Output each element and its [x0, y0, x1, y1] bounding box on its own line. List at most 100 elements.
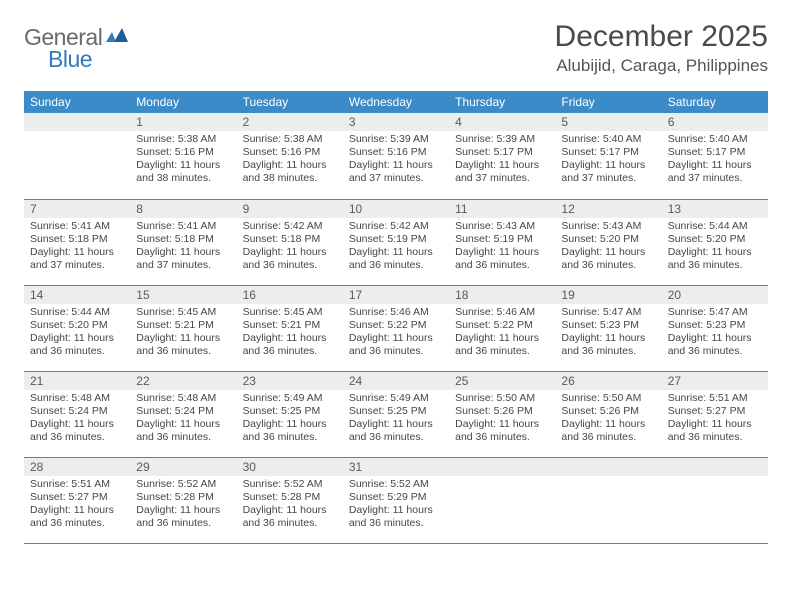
- day-number: 4: [449, 113, 555, 131]
- daylight-line: Daylight: 11 hours and 37 minutes.: [30, 246, 124, 272]
- day-details: Sunrise: 5:51 AMSunset: 5:27 PMDaylight:…: [662, 390, 768, 449]
- calendar-cell: 1Sunrise: 5:38 AMSunset: 5:16 PMDaylight…: [130, 113, 236, 199]
- day-details: Sunrise: 5:48 AMSunset: 5:24 PMDaylight:…: [130, 390, 236, 449]
- day-number: 6: [662, 113, 768, 131]
- daylight-line: Daylight: 11 hours and 36 minutes.: [243, 332, 337, 358]
- day-number: [555, 458, 661, 476]
- daylight-line: Daylight: 11 hours and 38 minutes.: [243, 159, 337, 185]
- daylight-line: Daylight: 11 hours and 36 minutes.: [668, 418, 762, 444]
- sunset-line: Sunset: 5:17 PM: [455, 146, 549, 159]
- sunrise-line: Sunrise: 5:40 AM: [668, 133, 762, 146]
- daylight-line: Daylight: 11 hours and 36 minutes.: [561, 418, 655, 444]
- day-number: 15: [130, 286, 236, 304]
- calendar-cell: 24Sunrise: 5:49 AMSunset: 5:25 PMDayligh…: [343, 371, 449, 457]
- sunset-line: Sunset: 5:23 PM: [668, 319, 762, 332]
- daylight-line: Daylight: 11 hours and 36 minutes.: [349, 246, 443, 272]
- calendar-cell: 26Sunrise: 5:50 AMSunset: 5:26 PMDayligh…: [555, 371, 661, 457]
- day-number: 23: [237, 372, 343, 390]
- day-details: Sunrise: 5:47 AMSunset: 5:23 PMDaylight:…: [555, 304, 661, 363]
- day-details: Sunrise: 5:41 AMSunset: 5:18 PMDaylight:…: [130, 218, 236, 277]
- calendar-cell: 2Sunrise: 5:38 AMSunset: 5:16 PMDaylight…: [237, 113, 343, 199]
- day-details: Sunrise: 5:39 AMSunset: 5:16 PMDaylight:…: [343, 131, 449, 190]
- sunset-line: Sunset: 5:27 PM: [30, 491, 124, 504]
- day-number: [449, 458, 555, 476]
- daylight-line: Daylight: 11 hours and 36 minutes.: [455, 418, 549, 444]
- calendar-cell: 5Sunrise: 5:40 AMSunset: 5:17 PMDaylight…: [555, 113, 661, 199]
- sunrise-line: Sunrise: 5:40 AM: [561, 133, 655, 146]
- daylight-line: Daylight: 11 hours and 36 minutes.: [243, 504, 337, 530]
- sunset-line: Sunset: 5:17 PM: [668, 146, 762, 159]
- calendar-cell: 31Sunrise: 5:52 AMSunset: 5:29 PMDayligh…: [343, 457, 449, 543]
- day-details: Sunrise: 5:42 AMSunset: 5:19 PMDaylight:…: [343, 218, 449, 277]
- day-number: 21: [24, 372, 130, 390]
- sunset-line: Sunset: 5:26 PM: [561, 405, 655, 418]
- sunset-line: Sunset: 5:25 PM: [243, 405, 337, 418]
- daylight-line: Daylight: 11 hours and 36 minutes.: [561, 246, 655, 272]
- day-details: Sunrise: 5:47 AMSunset: 5:23 PMDaylight:…: [662, 304, 768, 363]
- calendar-cell: 8Sunrise: 5:41 AMSunset: 5:18 PMDaylight…: [130, 199, 236, 285]
- logo-text-blue: Blue: [48, 46, 92, 72]
- sunrise-line: Sunrise: 5:39 AM: [349, 133, 443, 146]
- day-details: Sunrise: 5:43 AMSunset: 5:19 PMDaylight:…: [449, 218, 555, 277]
- sunrise-line: Sunrise: 5:48 AM: [30, 392, 124, 405]
- daylight-line: Daylight: 11 hours and 36 minutes.: [349, 504, 443, 530]
- daylight-line: Daylight: 11 hours and 36 minutes.: [561, 332, 655, 358]
- sunrise-line: Sunrise: 5:52 AM: [349, 478, 443, 491]
- calendar-cell: 17Sunrise: 5:46 AMSunset: 5:22 PMDayligh…: [343, 285, 449, 371]
- sunrise-line: Sunrise: 5:47 AM: [668, 306, 762, 319]
- sunrise-line: Sunrise: 5:45 AM: [136, 306, 230, 319]
- daylight-line: Daylight: 11 hours and 36 minutes.: [668, 332, 762, 358]
- calendar-cell-empty: [449, 457, 555, 543]
- day-number: 18: [449, 286, 555, 304]
- daylight-line: Daylight: 11 hours and 36 minutes.: [136, 332, 230, 358]
- calendar-cell: 9Sunrise: 5:42 AMSunset: 5:18 PMDaylight…: [237, 199, 343, 285]
- calendar-cell: 18Sunrise: 5:46 AMSunset: 5:22 PMDayligh…: [449, 285, 555, 371]
- calendar-cell: 10Sunrise: 5:42 AMSunset: 5:19 PMDayligh…: [343, 199, 449, 285]
- day-details: Sunrise: 5:50 AMSunset: 5:26 PMDaylight:…: [449, 390, 555, 449]
- day-number: 11: [449, 200, 555, 218]
- day-number: 8: [130, 200, 236, 218]
- calendar-cell: 12Sunrise: 5:43 AMSunset: 5:20 PMDayligh…: [555, 199, 661, 285]
- sunset-line: Sunset: 5:23 PM: [561, 319, 655, 332]
- sunrise-line: Sunrise: 5:51 AM: [30, 478, 124, 491]
- sunrise-line: Sunrise: 5:44 AM: [30, 306, 124, 319]
- sunrise-line: Sunrise: 5:49 AM: [243, 392, 337, 405]
- sunrise-line: Sunrise: 5:41 AM: [30, 220, 124, 233]
- day-number: 1: [130, 113, 236, 131]
- day-number: 5: [555, 113, 661, 131]
- day-details: Sunrise: 5:44 AMSunset: 5:20 PMDaylight:…: [662, 218, 768, 277]
- calendar-table: SundayMondayTuesdayWednesdayThursdayFrid…: [24, 91, 768, 544]
- day-number: 7: [24, 200, 130, 218]
- sunset-line: Sunset: 5:20 PM: [561, 233, 655, 246]
- sunrise-line: Sunrise: 5:38 AM: [136, 133, 230, 146]
- sunset-line: Sunset: 5:21 PM: [243, 319, 337, 332]
- day-number: [662, 458, 768, 476]
- calendar-cell: 19Sunrise: 5:47 AMSunset: 5:23 PMDayligh…: [555, 285, 661, 371]
- daylight-line: Daylight: 11 hours and 38 minutes.: [136, 159, 230, 185]
- day-details: Sunrise: 5:51 AMSunset: 5:27 PMDaylight:…: [24, 476, 130, 535]
- weekday-header-row: SundayMondayTuesdayWednesdayThursdayFrid…: [24, 91, 768, 113]
- daylight-line: Daylight: 11 hours and 37 minutes.: [455, 159, 549, 185]
- day-number: 22: [130, 372, 236, 390]
- day-details: Sunrise: 5:50 AMSunset: 5:26 PMDaylight:…: [555, 390, 661, 449]
- weekday-header: Sunday: [24, 91, 130, 113]
- sunset-line: Sunset: 5:24 PM: [136, 405, 230, 418]
- weekday-header: Monday: [130, 91, 236, 113]
- sunset-line: Sunset: 5:28 PM: [243, 491, 337, 504]
- day-details: Sunrise: 5:38 AMSunset: 5:16 PMDaylight:…: [237, 131, 343, 190]
- sunset-line: Sunset: 5:22 PM: [455, 319, 549, 332]
- day-number: [24, 113, 130, 131]
- calendar-cell: 20Sunrise: 5:47 AMSunset: 5:23 PMDayligh…: [662, 285, 768, 371]
- day-details: Sunrise: 5:43 AMSunset: 5:20 PMDaylight:…: [555, 218, 661, 277]
- calendar-cell: 3Sunrise: 5:39 AMSunset: 5:16 PMDaylight…: [343, 113, 449, 199]
- calendar-cell: 22Sunrise: 5:48 AMSunset: 5:24 PMDayligh…: [130, 371, 236, 457]
- sunrise-line: Sunrise: 5:42 AM: [243, 220, 337, 233]
- calendar-cell: 15Sunrise: 5:45 AMSunset: 5:21 PMDayligh…: [130, 285, 236, 371]
- calendar-cell: 14Sunrise: 5:44 AMSunset: 5:20 PMDayligh…: [24, 285, 130, 371]
- day-number: 20: [662, 286, 768, 304]
- calendar-cell: 7 Sunrise: 5:41 AMSunset: 5:18 PMDaylight…: [24, 199, 130, 285]
- calendar-cell: 13Sunrise: 5:44 AMSunset: 5:20 PMDayligh…: [662, 199, 768, 285]
- sunrise-line: Sunrise: 5:47 AM: [561, 306, 655, 319]
- calendar-row: 7Sunrise: 5:41 AMSunset: 5:18 PMDaylight…: [24, 199, 768, 285]
- sunset-line: Sunset: 5:18 PM: [30, 233, 124, 246]
